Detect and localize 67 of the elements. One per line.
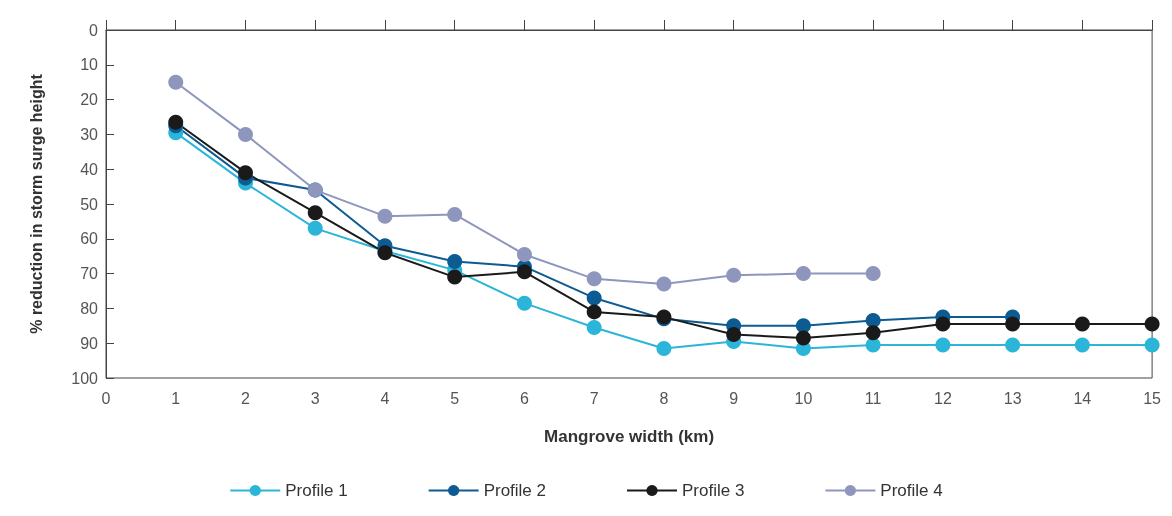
- point: [935, 337, 951, 353]
- point: [1144, 337, 1160, 353]
- x-tick-label: 9: [729, 389, 739, 407]
- legend-label: Profile 1: [285, 481, 348, 500]
- y-tick-label: 80: [80, 299, 99, 317]
- point: [447, 206, 463, 222]
- point: [586, 271, 602, 287]
- point: [447, 269, 463, 285]
- point: [726, 267, 742, 283]
- point: [238, 126, 253, 142]
- x-tick-label: 10: [794, 389, 813, 407]
- x-tick-label: 14: [1073, 389, 1092, 407]
- x-tick-label: 11: [864, 389, 882, 407]
- point: [447, 253, 463, 269]
- y-tick-label: 0: [89, 21, 99, 39]
- point: [168, 114, 184, 130]
- point: [865, 266, 881, 282]
- point: [1074, 316, 1090, 332]
- y-tick-label: 90: [80, 334, 99, 352]
- y-tick-label: 100: [71, 369, 99, 387]
- point: [1074, 337, 1090, 353]
- x-tick-label: 0: [101, 389, 111, 407]
- point: [307, 220, 323, 236]
- point: [1005, 316, 1021, 332]
- y-tick-label: 30: [80, 125, 99, 143]
- point: [795, 330, 811, 346]
- point: [516, 264, 532, 280]
- x-axis-title: Mangrove width (km): [544, 427, 715, 446]
- x-tick-label: 13: [1003, 389, 1022, 407]
- point: [795, 266, 811, 282]
- point: [656, 340, 672, 356]
- point: [1005, 337, 1021, 353]
- point: [586, 320, 602, 336]
- point: [865, 325, 881, 341]
- y-tick-label: 20: [80, 91, 99, 109]
- x-tick-label: 4: [380, 389, 390, 407]
- point: [935, 316, 951, 332]
- point: [656, 276, 672, 292]
- point: [238, 165, 253, 181]
- x-tick-label: 7: [589, 389, 599, 407]
- point: [586, 304, 602, 320]
- point: [168, 74, 184, 90]
- x-tick-label: 2: [241, 389, 251, 407]
- x-tick-label: 12: [933, 389, 952, 407]
- x-tick-label: 6: [519, 389, 529, 407]
- legend-label: Profile 4: [880, 481, 943, 500]
- point: [377, 208, 393, 224]
- point: [516, 295, 532, 311]
- point: [1144, 316, 1160, 332]
- y-tick-label: 10: [80, 56, 99, 74]
- x-tick-label: 15: [1143, 389, 1162, 407]
- y-tick-label: 50: [80, 195, 99, 213]
- x-tick-label: 1: [171, 389, 181, 407]
- x-tick-label: 3: [310, 389, 320, 407]
- y-tick-label: 60: [80, 230, 99, 248]
- x-tick-label: 5: [450, 389, 460, 407]
- legend-label: Profile 2: [483, 481, 547, 500]
- point: [586, 290, 602, 306]
- y-tick-label: 40: [80, 160, 99, 178]
- legend-label: Profile 3: [682, 481, 745, 500]
- y-axis-title: % reduction in storm surge height: [27, 73, 45, 334]
- x-tick-label: 8: [659, 389, 669, 407]
- point: [516, 246, 532, 262]
- y-tick-label: 70: [80, 265, 99, 283]
- point: [795, 318, 811, 334]
- point: [307, 205, 323, 221]
- point: [726, 327, 742, 342]
